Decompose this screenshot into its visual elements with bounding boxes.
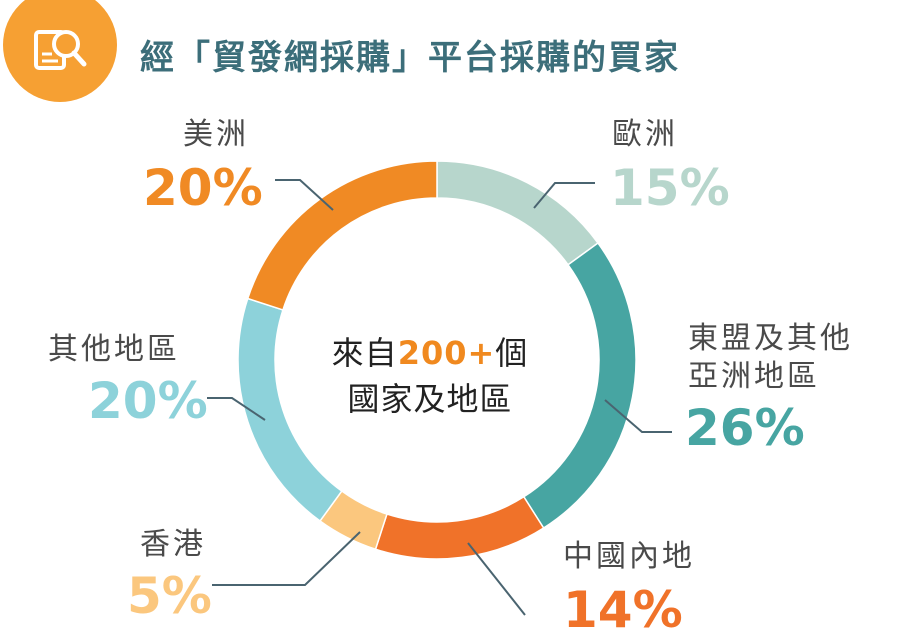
center-label-line2: 國家及地區 — [347, 380, 513, 418]
page-title: 經「貿發網採購」平台採購的買家 — [140, 38, 680, 78]
slice-label: 美洲 — [183, 117, 249, 152]
leader-line — [467, 542, 526, 616]
slice-percent: 20% — [143, 159, 263, 217]
center-highlight: 200+ — [397, 334, 496, 372]
search-document-icon — [3, 0, 117, 102]
center-prefix: 來自 — [331, 334, 398, 372]
slice-label: 其他地區 — [48, 332, 180, 367]
donut-slice — [436, 160, 600, 266]
leader-line — [212, 531, 361, 586]
slice-percent: 5% — [127, 567, 212, 625]
slice-label: 東盟及其他 — [688, 321, 853, 356]
slice-label: 歐洲 — [612, 117, 678, 152]
center-label-line1: 來自200+個 — [290, 330, 570, 376]
slice-percent: 14% — [563, 581, 683, 639]
center-suffix: 個 — [495, 334, 529, 372]
slice-percent: 20% — [88, 372, 208, 430]
slice-label: 香港 — [140, 527, 206, 562]
slice-label: 亞洲地區 — [688, 359, 820, 394]
leader-line — [604, 399, 672, 433]
leader-line — [207, 397, 266, 421]
leader-line — [533, 182, 595, 209]
leader-line — [275, 179, 334, 211]
donut-slice — [246, 160, 438, 311]
slice-label: 中國內地 — [563, 539, 695, 574]
slice-percent: 15% — [610, 159, 730, 217]
donut-slice — [374, 495, 545, 560]
slice-percent: 26% — [685, 399, 805, 457]
